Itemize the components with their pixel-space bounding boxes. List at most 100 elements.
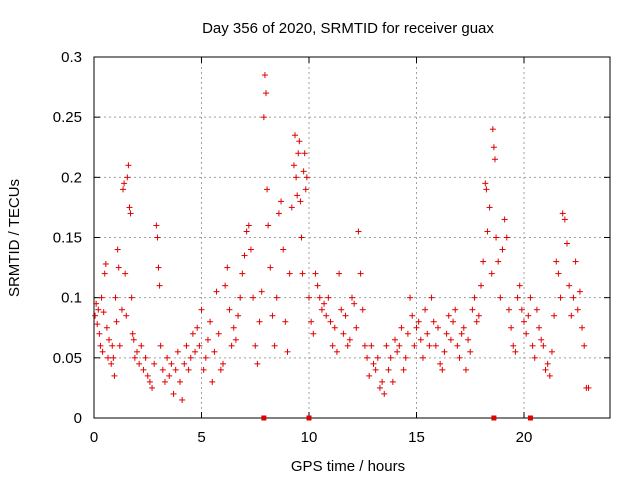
data-point: [510, 342, 517, 349]
data-point: [516, 282, 523, 289]
data-point: [179, 396, 186, 403]
data-point: [288, 204, 295, 211]
y-tick-label: 0.2: [61, 169, 82, 186]
data-point: [370, 360, 377, 367]
data-point: [247, 246, 254, 253]
chart-title: Day 356 of 2020, SRMTID for receiver gua…: [202, 20, 494, 37]
data-point: [241, 252, 248, 259]
data-point: [177, 378, 183, 385]
data-point: [484, 228, 491, 235]
data-point: [557, 294, 564, 301]
data-point: [95, 306, 102, 313]
data-point: [325, 294, 332, 301]
data-point: [157, 342, 164, 349]
data-point: [278, 198, 285, 205]
data-point: [344, 342, 351, 349]
data-point: [211, 348, 218, 355]
data-point: [185, 366, 192, 373]
data-point: [346, 336, 353, 343]
data-point: [260, 114, 267, 121]
data-point: [149, 384, 156, 391]
data-point: [256, 318, 263, 325]
data-point: [98, 294, 105, 301]
y-tick-labels: 0 0.05 0.1 0.15 0.2 0.25 0.3: [53, 49, 82, 427]
data-point: [230, 324, 237, 331]
data-point: [181, 360, 188, 367]
data-point: [109, 342, 116, 349]
data-point: [127, 210, 134, 217]
data-point: [222, 282, 229, 289]
data-point: [512, 348, 519, 355]
data-point: [198, 306, 205, 313]
data-point: [123, 312, 130, 319]
data-point: [407, 294, 414, 301]
data-point: [351, 300, 358, 307]
data-point-zero: [527, 415, 533, 421]
data-point: [473, 318, 480, 325]
data-point: [523, 330, 530, 337]
data-point: [106, 336, 113, 343]
data-point: [302, 186, 309, 193]
data-point: [122, 270, 129, 277]
data-point: [542, 366, 549, 373]
x-axis-title: GPS time / hours: [291, 458, 405, 475]
data-point: [113, 318, 120, 325]
data-point: [329, 342, 336, 349]
data-point: [385, 366, 392, 373]
data-point: [299, 270, 306, 277]
data-point: [417, 336, 424, 343]
data-point: [359, 306, 366, 313]
data-point: [192, 348, 199, 355]
data-point: [120, 186, 127, 193]
data-point: [121, 180, 128, 187]
data-point: [124, 174, 131, 181]
data-point: [572, 258, 579, 265]
data-point: [306, 294, 312, 301]
data-point: [482, 180, 489, 187]
data-point: [551, 312, 558, 319]
data-point: [424, 330, 431, 337]
data-point: [146, 378, 153, 385]
data-point: [140, 366, 147, 373]
data-point: [456, 354, 463, 361]
data-point: [544, 360, 551, 367]
data-point: [99, 348, 106, 355]
data-point: [187, 354, 194, 361]
data-point: [559, 210, 566, 217]
data-point: [131, 354, 138, 361]
data-point: [297, 198, 304, 205]
data-point: [125, 162, 132, 169]
x-tick-label: 15: [408, 429, 425, 446]
data-point: [340, 330, 347, 337]
data-point: [321, 300, 328, 307]
data-point: [570, 294, 577, 301]
data-point: [226, 306, 233, 313]
data-point: [103, 324, 110, 331]
data-point: [116, 342, 123, 349]
data-point: [450, 318, 457, 325]
data-point: [387, 354, 394, 361]
data-point: [441, 348, 448, 355]
data-point: [430, 318, 437, 325]
data-point: [501, 216, 508, 223]
data-point: [364, 354, 371, 361]
data-point: [258, 288, 265, 295]
data-point: [300, 168, 307, 175]
data-point: [252, 342, 259, 349]
data-point-zero: [491, 415, 497, 421]
data-point: [372, 366, 379, 373]
data-point: [155, 264, 162, 271]
y-axis-title: SRMTID / TECUs: [6, 179, 23, 297]
data-point: [144, 372, 151, 379]
data-point: [189, 330, 196, 337]
data-point: [488, 270, 495, 277]
data-point: [129, 330, 136, 337]
data-point: [540, 342, 547, 349]
data-point: [469, 306, 476, 313]
data-point: [327, 318, 334, 325]
data-point: [490, 144, 497, 151]
data-point: [553, 258, 560, 265]
data-point: [263, 90, 269, 97]
data-point: [293, 174, 300, 181]
data-point: [292, 132, 299, 139]
